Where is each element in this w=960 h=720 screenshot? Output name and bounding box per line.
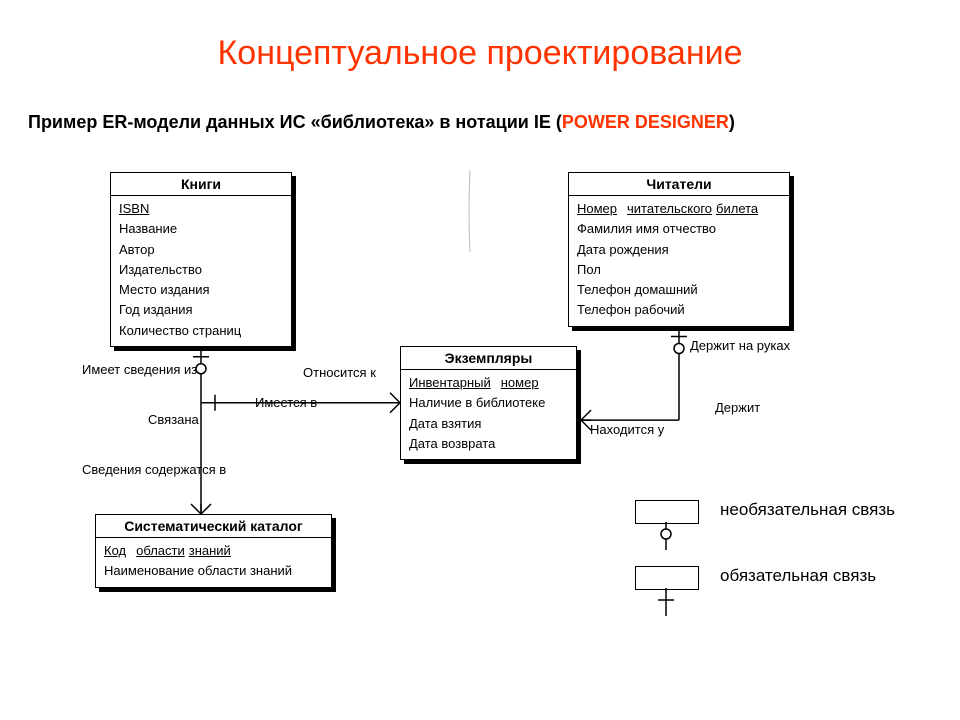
entity-books-title: Книги	[111, 173, 291, 196]
page: Концептуальное проектирование Пример ER-…	[0, 0, 960, 720]
entity-readers-body: НомерчитательскогобилетаФамилия имя отче…	[569, 196, 789, 326]
subtitle-prefix: Пример ER-модели данных ИС «библиотека» …	[28, 112, 562, 132]
entity-books-attr-3: Издательство	[119, 260, 283, 280]
entity-copies-attr-3: Дата возврата	[409, 434, 568, 454]
entity-readers-attr-5: Телефон рабочий	[577, 300, 781, 320]
rel-label-3: Относится к	[303, 365, 376, 380]
entity-books: КнигиISBNНазваниеАвторИздательствоМесто …	[110, 172, 292, 347]
entity-readers-attr-4: Телефон домашний	[577, 280, 781, 300]
entity-books-attr-1: Название	[119, 219, 283, 239]
entity-catalog: Систематический каталогКодобластизнанийН…	[95, 514, 332, 588]
entity-catalog-attr-1: Наименование области знаний	[104, 561, 323, 581]
entity-copies-title: Экземпляры	[401, 347, 576, 370]
entity-books-attr-6: Количество страниц	[119, 321, 283, 341]
entity-copies-attr-1: Наличие в библиотеке	[409, 393, 568, 413]
entity-copies: ЭкземплярыИнвентарныйномерНаличие в библ…	[400, 346, 577, 460]
rel-label-1: Связана	[148, 412, 199, 427]
entity-readers-attr-0: Номерчитательскогобилета	[577, 199, 781, 219]
entity-readers-attr-3: Пол	[577, 260, 781, 280]
entity-catalog-title: Систематический каталог	[96, 515, 331, 538]
entity-catalog-attr-0: Кодобластизнаний	[104, 541, 323, 561]
page-title: Концептуальное проектирование	[0, 34, 960, 73]
entity-copies-attr-2: Дата взятия	[409, 414, 568, 434]
entity-books-attr-5: Год издания	[119, 300, 283, 320]
entity-readers: ЧитателиНомерчитательскогобилетаФамилия …	[568, 172, 790, 327]
entity-books-attr-0: ISBN	[119, 199, 283, 219]
entity-copies-body: ИнвентарныйномерНаличие в библиотекеДата…	[401, 370, 576, 459]
rel-label-6: Держит	[715, 400, 760, 415]
rel-label-5: Держит на руках	[690, 338, 790, 353]
entity-books-attr-2: Автор	[119, 240, 283, 260]
rel-label-0: Имеет сведения из	[82, 362, 197, 377]
entity-readers-title: Читатели	[569, 173, 789, 196]
subtitle-suffix: )	[729, 112, 735, 132]
legend-text-0: необязательная связь	[720, 500, 895, 520]
entity-catalog-body: КодобластизнанийНаименование области зна…	[96, 538, 331, 587]
rel-label-2: Сведения содержатся в	[82, 462, 226, 477]
entity-readers-attr-2: Дата рождения	[577, 240, 781, 260]
entity-books-body: ISBNНазваниеАвторИздательствоМесто издан…	[111, 196, 291, 346]
legend-box-0	[635, 500, 699, 524]
legend-text-1: обязательная связь	[720, 566, 876, 586]
entity-copies-attr-0: Инвентарныйномер	[409, 373, 568, 393]
rel-label-4: Имеется в	[255, 395, 317, 410]
rel-label-7: Находится у	[590, 422, 664, 437]
entity-readers-attr-1: Фамилия имя отчество	[577, 219, 781, 239]
subtitle-accent: POWER DESIGNER	[562, 112, 729, 132]
entity-books-attr-4: Место издания	[119, 280, 283, 300]
subtitle: Пример ER-модели данных ИС «библиотека» …	[28, 110, 735, 134]
legend-box-1	[635, 566, 699, 590]
